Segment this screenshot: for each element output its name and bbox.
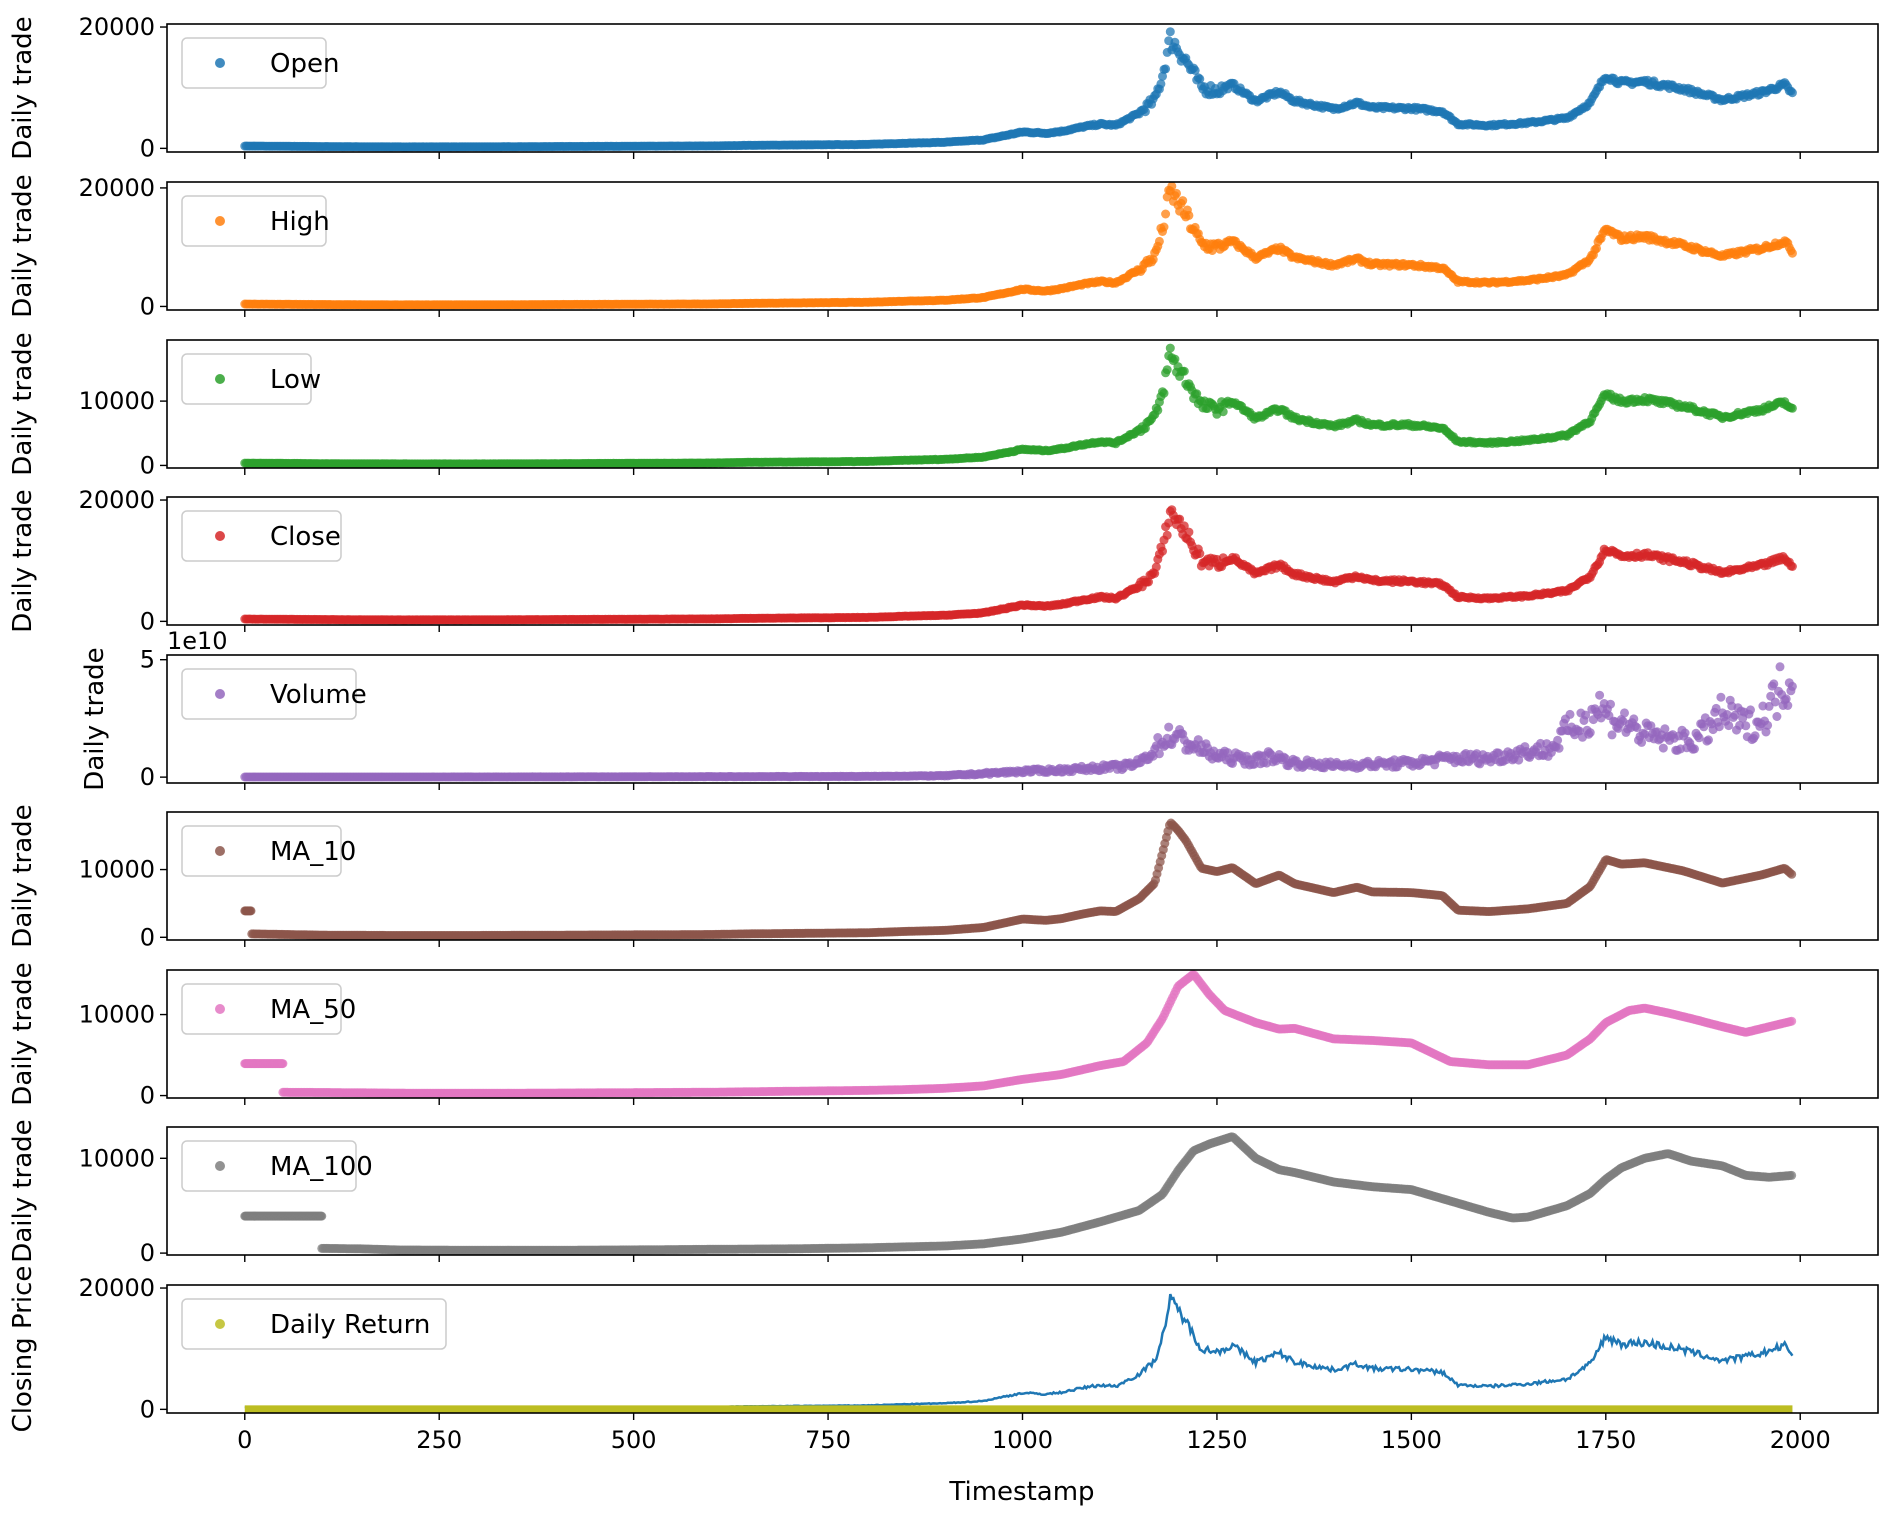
data-point <box>1787 403 1797 413</box>
data-point <box>1175 514 1185 524</box>
data-point <box>1148 255 1158 265</box>
data-point <box>1151 562 1161 572</box>
legend-box <box>181 353 312 405</box>
data-point <box>1554 743 1564 753</box>
legend-label: Low <box>270 365 321 395</box>
x-axis-label: Timestamp <box>948 1477 1094 1507</box>
y-tick-label: 20000 <box>79 486 155 514</box>
legend: Low <box>181 353 321 405</box>
data-point <box>1159 222 1169 232</box>
subplot-close: 0 20000 Daily trade Close <box>8 486 1879 635</box>
data-point <box>1632 723 1642 733</box>
data-point <box>1162 365 1172 375</box>
y-tick-label: 0 <box>140 292 155 320</box>
y-tick-label: 0 <box>140 451 155 479</box>
data-point <box>1646 721 1656 731</box>
data-point <box>1165 27 1175 37</box>
data-point <box>1140 107 1150 117</box>
legend-marker <box>215 531 225 541</box>
legend-box <box>181 195 327 247</box>
data-point <box>1161 209 1171 219</box>
data-point <box>1637 737 1647 747</box>
data-point <box>1184 527 1194 537</box>
data-point <box>1170 354 1180 364</box>
data-point <box>1184 210 1194 220</box>
y-tick-label: 20000 <box>79 13 155 41</box>
data-point <box>1787 248 1797 258</box>
data-point <box>1178 196 1188 206</box>
legend-box <box>181 510 342 562</box>
legend-marker <box>215 374 225 384</box>
data-point <box>1165 343 1175 353</box>
data-point <box>1154 749 1164 759</box>
y-axis-label: Daily trade <box>8 16 38 159</box>
data-point <box>1161 64 1171 74</box>
data-point <box>1159 388 1169 398</box>
subplot-open: 0 20000 Daily trade Open <box>8 13 1879 162</box>
legend-label: Open <box>270 49 339 79</box>
data-point <box>1581 710 1591 720</box>
data-point <box>1158 71 1167 81</box>
data-point <box>1192 389 1202 399</box>
plot-area <box>240 343 1797 468</box>
plot-area <box>240 662 1797 782</box>
data-point <box>1172 188 1181 198</box>
data-point <box>1585 728 1595 738</box>
data-point <box>1154 236 1164 246</box>
y-axis-label: Daily trade <box>8 332 38 475</box>
data-point <box>1144 577 1153 587</box>
data-point <box>1787 562 1797 571</box>
data-point <box>1607 730 1617 740</box>
data-point <box>1167 182 1177 191</box>
y-tick-label: 0 <box>140 134 155 162</box>
data-point <box>1164 722 1174 732</box>
plot-area <box>240 505 1797 625</box>
legend-box <box>181 37 327 89</box>
legend-marker <box>215 58 225 68</box>
data-point <box>1162 530 1172 540</box>
subplot-high: 0 20000 Daily trade High <box>8 174 1879 320</box>
data-point <box>1553 735 1563 745</box>
data-point <box>1629 714 1639 724</box>
subplot-low: 0 10000 Daily trade Low <box>8 332 1879 479</box>
data-point <box>1195 549 1205 559</box>
data-point <box>1179 521 1189 531</box>
data-point <box>1606 699 1615 709</box>
data-point <box>1680 728 1690 738</box>
data-point <box>1620 708 1629 718</box>
y-axis-label: Daily trade <box>8 489 38 632</box>
legend: High <box>181 195 330 247</box>
data-point <box>1153 405 1163 415</box>
data-point <box>1660 724 1670 734</box>
plot-area <box>240 27 1797 152</box>
data-point <box>1514 755 1524 765</box>
y-tick-label: 10000 <box>79 387 155 415</box>
data-point <box>1158 546 1167 556</box>
data-point <box>1156 79 1166 89</box>
legend: Open <box>181 37 339 89</box>
data-point <box>1595 690 1605 700</box>
y-tick-label: 20000 <box>79 174 155 202</box>
plot-area <box>240 182 1797 310</box>
data-point <box>1565 709 1575 719</box>
legend-marker <box>215 216 225 226</box>
data-point <box>1190 65 1200 75</box>
y-axis-label: Daily trade <box>8 174 38 317</box>
y-tick-label: 0 <box>140 607 155 635</box>
data-point <box>1658 743 1668 753</box>
legend-label: Close <box>270 522 341 552</box>
data-point <box>1195 74 1205 84</box>
data-point <box>1787 88 1797 98</box>
data-point <box>1218 407 1228 417</box>
legend-label: High <box>270 207 330 237</box>
legend: Close <box>181 510 342 562</box>
data-point <box>1179 366 1189 376</box>
